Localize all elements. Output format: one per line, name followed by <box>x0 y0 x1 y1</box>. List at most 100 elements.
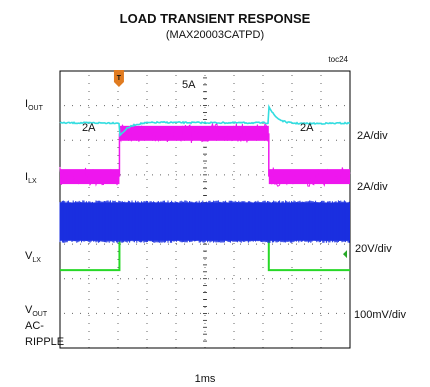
grid-dot-v <box>233 267 235 268</box>
grid-dot-v <box>88 147 90 148</box>
grid-dot-h <box>144 278 145 280</box>
grid-dot-v <box>88 99 90 100</box>
grid-dot-h <box>88 105 89 107</box>
grid-dot-v <box>146 259 148 260</box>
grid-dot-v <box>320 299 322 300</box>
grid-dot-v <box>233 171 235 172</box>
grid-dot-h <box>288 243 289 245</box>
grid-dot-h <box>280 312 281 314</box>
grid-dot-v <box>117 107 119 108</box>
grid-dot-v <box>320 163 322 164</box>
grid-dot-v <box>291 115 293 116</box>
grid-dot-h <box>232 278 233 280</box>
grid-dot-v <box>291 291 293 292</box>
label-i-out: IOUT <box>25 98 44 112</box>
grid-dot-v <box>204 275 206 276</box>
grid-dot-h <box>96 243 97 245</box>
grid-dot-v <box>175 243 177 244</box>
grid-dot-h <box>72 105 73 107</box>
grid-dot-v <box>117 291 119 292</box>
grid-dot-v <box>262 243 264 244</box>
grid-dot-h <box>64 243 65 245</box>
grid-dot-h <box>288 312 289 314</box>
grid-dot-h <box>112 139 113 141</box>
grid-dot-v <box>320 307 322 308</box>
grid-dot-h <box>296 105 297 107</box>
grid-dot-v <box>146 291 148 292</box>
grid-dot-v <box>175 115 177 116</box>
grid-dot-h <box>288 139 289 141</box>
grid-dot-v <box>204 187 206 188</box>
grid-dot-v <box>291 323 293 324</box>
grid-dot-v <box>175 283 177 284</box>
grid-dot-v <box>88 195 90 196</box>
grid-dot-v <box>233 83 235 84</box>
grid-dot-h <box>96 105 97 107</box>
grid-dot-h <box>200 105 201 107</box>
grid-dot-v <box>204 315 206 316</box>
grid-dot-v <box>204 259 206 260</box>
grid-dot-h <box>136 312 137 314</box>
grid-dot-v <box>262 179 264 180</box>
grid-dot-v <box>88 315 90 316</box>
grid-dot-v <box>88 291 90 292</box>
grid-dot-h <box>248 278 249 280</box>
grid-dot-h <box>208 174 209 176</box>
grid-dot-v <box>262 275 264 276</box>
grid-dot-h <box>80 312 81 314</box>
grid-dot-v <box>262 251 264 252</box>
grid-dot-v <box>291 267 293 268</box>
grid-dot-h <box>120 312 121 314</box>
grid-dot-v <box>88 243 90 244</box>
grid-dot-h <box>280 105 281 107</box>
grid-dot-v <box>88 123 90 124</box>
grid-dot-h <box>304 243 305 245</box>
grid-dot-h <box>72 278 73 280</box>
grid-dot-h <box>128 312 129 314</box>
grid-dot-v <box>262 163 264 164</box>
grid-dot-v <box>117 307 119 308</box>
grid-dot-h <box>256 174 257 176</box>
grid-dot-v <box>175 315 177 316</box>
grid-dot-v <box>233 291 235 292</box>
grid-dot-h <box>104 139 105 141</box>
grid-dot-v <box>117 155 119 156</box>
grid-dot-v <box>88 299 90 300</box>
grid-dot-v <box>117 323 119 324</box>
trace-i-lx-ripple <box>268 167 351 188</box>
grid-dot-h <box>224 105 225 107</box>
grid-dot-h <box>176 312 177 314</box>
grid-dot-h <box>168 174 169 176</box>
trigger-marker-shape <box>113 70 124 87</box>
grid-dot-v <box>146 331 148 332</box>
grid-dot-v <box>146 195 148 196</box>
grid-dot-v <box>262 75 264 76</box>
grid-dot-v <box>262 331 264 332</box>
grid-dot-v <box>204 155 206 156</box>
grid-dot-h <box>120 278 121 280</box>
grid-dot-h <box>232 312 233 314</box>
grid-dot-h <box>200 174 201 176</box>
grid-dot-h <box>272 243 273 245</box>
grid-dot-v <box>291 299 293 300</box>
grid-dot-h <box>328 278 329 280</box>
grid-dot-v <box>175 147 177 148</box>
grid-dot-h <box>128 174 129 176</box>
grid-dot-v <box>175 291 177 292</box>
grid-dot-v <box>175 187 177 188</box>
grid-dot-h <box>168 312 169 314</box>
grid-dot-h <box>328 139 329 141</box>
grid-dot-h <box>288 105 289 107</box>
grid-dot-v <box>88 115 90 116</box>
grid-dot-v <box>320 251 322 252</box>
grid-dot-v <box>175 75 177 76</box>
grid-dot-h <box>192 105 193 107</box>
grid-dot-h <box>120 174 121 176</box>
grid-dot-h <box>64 278 65 280</box>
grid-dot-v <box>262 307 264 308</box>
grid-dot-h <box>336 312 337 314</box>
grid-dot-h <box>264 105 265 107</box>
grid-dot-h <box>72 139 73 141</box>
grid-dot-h <box>80 243 81 245</box>
grid-dot-v <box>117 267 119 268</box>
